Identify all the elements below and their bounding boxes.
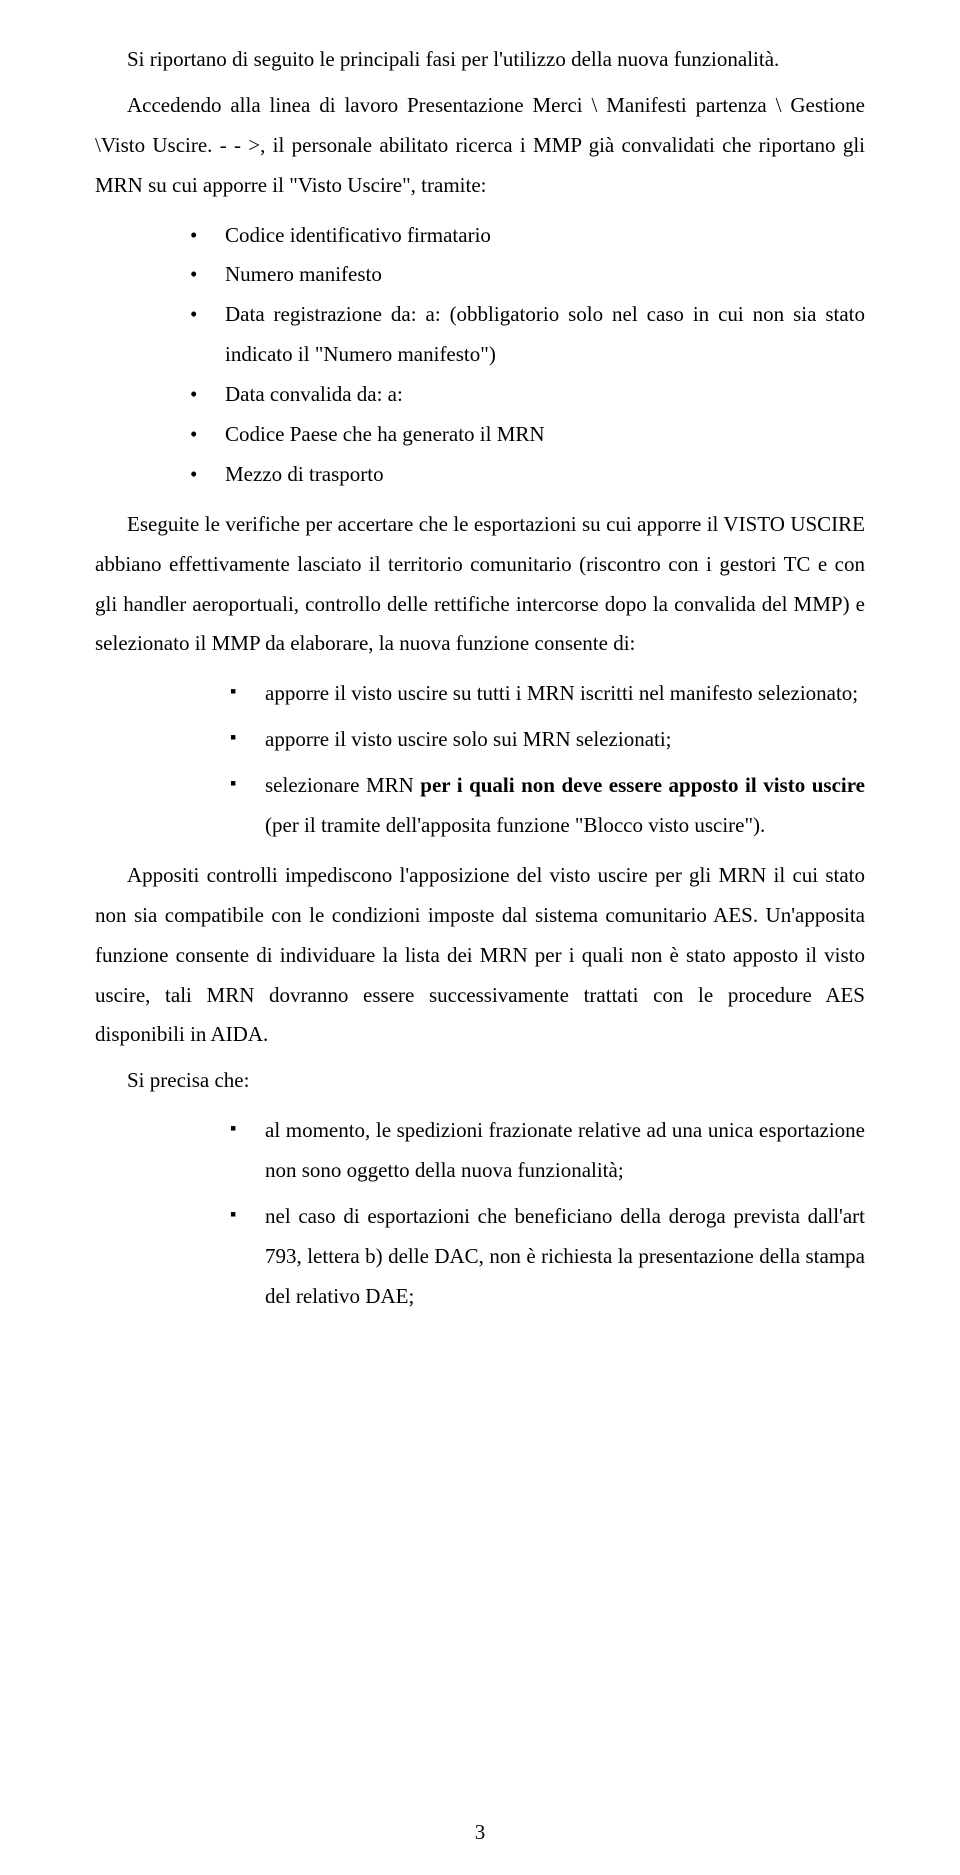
paragraph-3: Eseguite le verifiche per accertare che … — [95, 505, 865, 665]
text-post: (per il tramite dell'apposita funzione "… — [265, 813, 765, 837]
list-item: selezionare MRN per i quali non deve ess… — [95, 766, 865, 846]
square-list-notes: al momento, le spedizioni frazionate rel… — [95, 1111, 865, 1316]
list-item: nel caso di esportazioni che beneficiano… — [95, 1197, 865, 1317]
list-item: apporre il visto uscire su tutti i MRN i… — [95, 674, 865, 714]
text-bold: per i quali non deve essere apposto il v… — [420, 773, 865, 797]
paragraph-1: Si riportano di seguito le principali fa… — [95, 40, 865, 80]
list-item: Data registrazione da: a: (obbligatorio … — [95, 295, 865, 375]
list-item: Data convalida da: a: — [95, 375, 865, 415]
page-number: 3 — [0, 1820, 960, 1845]
list-item: Mezzo di trasporto — [95, 455, 865, 495]
document-page: Si riportano di seguito le principali fa… — [0, 0, 960, 1875]
bullet-list-criteria: Codice identificativo firmatario Numero … — [95, 216, 865, 495]
list-item: Codice Paese che ha generato il MRN — [95, 415, 865, 455]
paragraph-2: Accedendo alla linea di lavoro Presentaz… — [95, 86, 865, 206]
text-pre: selezionare MRN — [265, 773, 420, 797]
list-item: al momento, le spedizioni frazionate rel… — [95, 1111, 865, 1191]
paragraph-5: Si precisa che: — [95, 1061, 865, 1101]
list-item: Numero manifesto — [95, 255, 865, 295]
list-item: apporre il visto uscire solo sui MRN sel… — [95, 720, 865, 760]
list-item: Codice identificativo firmatario — [95, 216, 865, 256]
square-list-functions: apporre il visto uscire su tutti i MRN i… — [95, 674, 865, 846]
paragraph-4: Appositi controlli impediscono l'apposiz… — [95, 856, 865, 1055]
